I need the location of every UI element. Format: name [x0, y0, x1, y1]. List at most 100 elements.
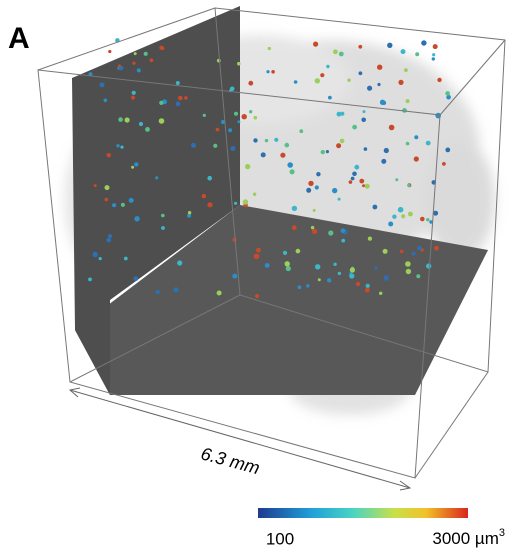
cell-dot [134, 162, 139, 167]
cell-dot [358, 71, 363, 76]
cell-dot [92, 251, 98, 258]
cell-dot [158, 118, 165, 124]
cell-dot [134, 216, 140, 222]
cell-dot [175, 101, 181, 107]
cell-dot [187, 211, 192, 215]
scale-arrow [68, 387, 412, 491]
cell-dot [379, 291, 383, 295]
cell-dot [256, 247, 261, 253]
cell-dot [312, 208, 316, 212]
cell-dot [325, 150, 329, 154]
cell-dot [155, 289, 160, 295]
cell-dot [248, 80, 254, 86]
cell-dot [446, 94, 451, 100]
cell-dot [245, 163, 251, 170]
cell-dot [306, 284, 310, 288]
cell-dot [271, 70, 275, 74]
cell-dot [316, 172, 321, 177]
cell-dot [88, 277, 92, 282]
cell-dot [420, 216, 425, 222]
cell-dot [201, 193, 207, 199]
cell-dot [159, 100, 164, 105]
cell-dot [291, 225, 297, 231]
cell-dot [161, 46, 165, 51]
cell-dot [161, 226, 165, 230]
cell-dot [333, 262, 337, 266]
cell-dot [293, 80, 298, 84]
cell-dot [355, 281, 361, 287]
cell-dot [426, 218, 430, 222]
cell-dot [106, 153, 112, 158]
cell-dot [414, 135, 419, 140]
cell-dot [98, 257, 102, 261]
cell-dot [133, 276, 139, 281]
cell-dot [93, 184, 97, 188]
cell-dot [131, 90, 136, 95]
cell-dot [234, 201, 238, 205]
cell-dot [349, 273, 355, 279]
cell-dot [136, 68, 141, 73]
cell-dot [108, 234, 112, 239]
cell-dot [338, 51, 344, 57]
cell-dot [291, 205, 298, 212]
cell-dot [131, 165, 135, 169]
cell-dot [215, 127, 220, 132]
cell-dot [395, 178, 399, 182]
cell-markers [88, 38, 451, 299]
cell-dot [230, 146, 236, 151]
cell-dot [213, 143, 218, 148]
cell-dot [108, 49, 112, 54]
cell-dot [242, 199, 249, 205]
cell-dot [392, 214, 397, 219]
cell-dot [253, 253, 260, 260]
cell-dot [429, 220, 433, 224]
cell-dot [120, 202, 125, 207]
cell-dot [228, 128, 233, 133]
cell-dot [287, 162, 294, 168]
cell-dot [132, 61, 136, 65]
cell-dot [336, 143, 342, 149]
cell-dot [249, 110, 253, 114]
cell-dot [128, 197, 134, 203]
cell-dot [404, 68, 408, 72]
cell-dot [138, 121, 144, 127]
cell-dot [437, 77, 442, 83]
cell-dot [358, 44, 363, 49]
cell-dot [328, 95, 332, 100]
cell-dot [284, 142, 290, 148]
cell-dot [145, 126, 150, 132]
cell-dot [326, 64, 330, 69]
cell-dot [221, 120, 225, 124]
cell-dot [106, 237, 112, 243]
cell-dot [299, 129, 304, 134]
cell-dot [367, 85, 373, 91]
cell-dot [397, 206, 404, 213]
cell-dot [266, 70, 270, 74]
cell-dot [362, 110, 366, 114]
cell-dot [388, 124, 395, 131]
cell-dot [104, 197, 109, 202]
cell-dot [432, 53, 436, 57]
cell-dot [124, 117, 130, 123]
cell-dot [405, 261, 411, 267]
cell-dot [232, 237, 237, 242]
cell-dot [374, 266, 378, 270]
cell-dot [264, 263, 270, 268]
cell-dot [426, 263, 432, 269]
cell-dot [408, 211, 413, 217]
cell-dot [347, 78, 351, 82]
cell-dot [234, 111, 238, 116]
cell-dot [306, 187, 312, 193]
cell-dot [297, 285, 302, 290]
cell-dot [365, 283, 370, 288]
cell-dot [311, 228, 318, 235]
cell-dot [289, 169, 295, 175]
cell-dot [252, 192, 257, 196]
cell-dot [337, 197, 341, 201]
cell-dot [413, 156, 419, 162]
cell-dot [341, 238, 346, 243]
cell-dot [379, 99, 386, 106]
cell-dot [405, 141, 410, 146]
